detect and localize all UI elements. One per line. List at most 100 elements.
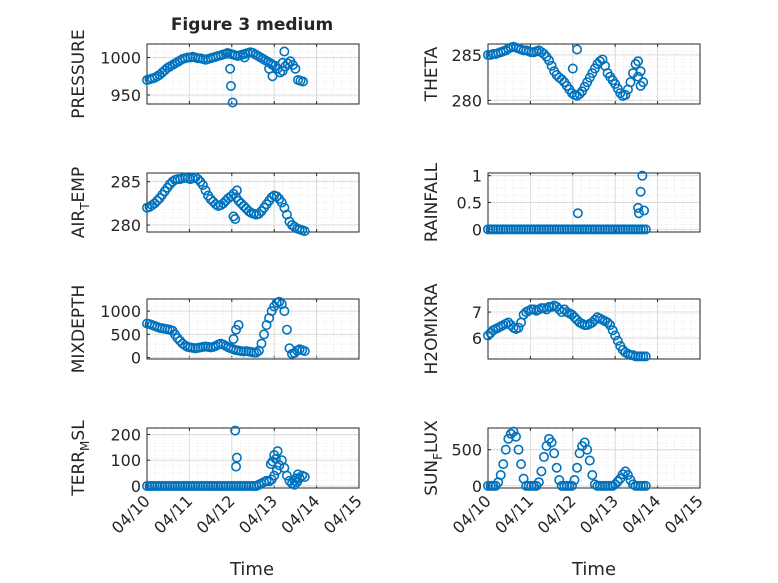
data-point [566, 309, 577, 320]
data-point [279, 46, 290, 57]
x-tick-label: 04/14 [277, 491, 323, 537]
x-tick-label: 04/12 [534, 491, 580, 537]
data-point [503, 317, 514, 328]
data-point [276, 197, 287, 208]
data-point [554, 475, 565, 486]
y-tick-label: 280 [110, 216, 141, 235]
data-point [225, 191, 236, 202]
data-point [197, 180, 208, 191]
data-point [567, 63, 578, 74]
data-point [640, 480, 651, 491]
data-point [640, 224, 651, 235]
data-point [546, 60, 557, 71]
data-point [508, 426, 519, 437]
y-tick-label: 1 [472, 167, 482, 186]
data-point [584, 455, 595, 466]
data-point [639, 205, 650, 216]
data-point [610, 479, 621, 490]
data-point [612, 476, 623, 487]
data-point [205, 194, 216, 205]
data-point [533, 477, 544, 488]
data-point [200, 185, 211, 196]
data-point [264, 476, 275, 487]
data-point [516, 459, 527, 470]
data-point [536, 466, 547, 477]
data-point [551, 462, 562, 473]
data-point [259, 329, 270, 340]
data-point [256, 338, 267, 349]
data-point [227, 97, 238, 108]
data-point [277, 57, 288, 68]
panel-0: 950 1000 PRESSURE [69, 29, 360, 119]
data-point [274, 296, 285, 307]
data-point [500, 45, 511, 56]
data-point [231, 461, 242, 472]
figure-title: Figure 3 medium [171, 15, 333, 35]
data-point [541, 304, 552, 315]
data-point [482, 330, 493, 341]
data-point [633, 208, 644, 219]
data-point [538, 451, 549, 462]
data-point [500, 444, 511, 455]
data-point [299, 226, 310, 237]
x-tick-label: 04/13 [576, 491, 622, 537]
data-point [289, 479, 300, 490]
y-axis-label: H2OMIXRA [422, 283, 442, 374]
data-point [633, 71, 644, 82]
data-point [635, 80, 646, 91]
y-axis-label: RAINFALL [422, 162, 442, 242]
data-point [282, 58, 293, 69]
data-point [566, 480, 577, 491]
data-point [233, 195, 244, 206]
y-tick-label: 200 [110, 425, 141, 444]
data-point [597, 54, 608, 65]
data-point [152, 195, 163, 206]
x-tick-label: 04/12 [193, 491, 239, 537]
data-point [572, 208, 583, 219]
data-point [637, 170, 648, 181]
x-tick-label: 04/10 [108, 491, 154, 537]
data-point [569, 312, 580, 323]
x-tick-label: 04/13 [235, 491, 281, 537]
y-axis-label: TERRMSL [69, 420, 92, 497]
data-point [231, 185, 242, 196]
y-axis-label: THETA [422, 46, 442, 102]
axes-box [487, 43, 701, 105]
data-point [251, 347, 262, 358]
data-point [218, 198, 229, 209]
axes-box [146, 43, 360, 105]
data-point [538, 48, 549, 59]
data-point [192, 174, 203, 185]
x-axis-label-left: Time [229, 559, 274, 580]
data-point [269, 470, 280, 481]
y-tick-label: 500 [110, 325, 141, 344]
data-point [267, 71, 278, 82]
y-axis-label: AIRTEMP [69, 167, 92, 238]
data-point [513, 444, 524, 455]
data-point [299, 346, 310, 357]
y-axis-label: SUNFLUX [422, 420, 445, 496]
y-tick-label: 285 [451, 46, 482, 65]
data-point [290, 63, 301, 74]
data-point [265, 459, 276, 470]
data-point [230, 425, 241, 436]
data-point [610, 330, 621, 341]
data-point [292, 469, 303, 480]
y-tick-label: 280 [451, 91, 482, 110]
data-point [230, 213, 241, 224]
panel-2: 280 285 AIRTEMP [69, 167, 360, 238]
data-point [587, 469, 598, 480]
y-tick-label: 1000 [100, 49, 141, 68]
data-point [572, 44, 583, 55]
data-point [498, 459, 509, 470]
data-point [513, 322, 524, 333]
data-point [574, 89, 585, 100]
data-point [635, 66, 646, 77]
data-point [225, 81, 236, 92]
axes-box [146, 298, 360, 360]
y-axis-label: PRESSURE [69, 29, 89, 118]
x-tick-label: 04/10 [449, 491, 495, 537]
data-point [617, 469, 628, 480]
x-tick-label: 04/15 [661, 491, 707, 537]
y-tick-label: 0 [472, 220, 482, 239]
